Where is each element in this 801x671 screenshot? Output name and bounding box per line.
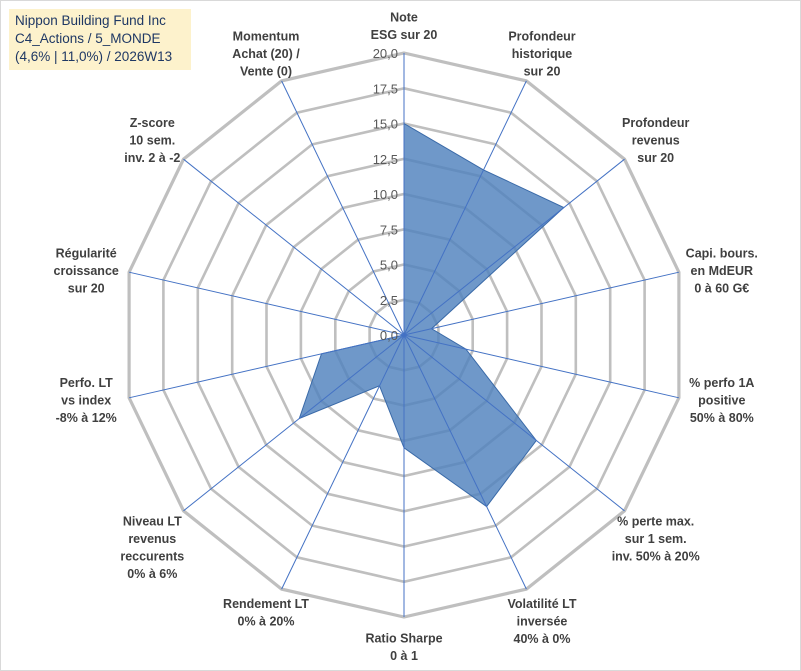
radar-axis-labels: Note ESG sur 20 Profondeur historique sur 20… — [54, 11, 758, 664]
spoke-8 — [281, 334, 405, 590]
spoke-10 — [128, 334, 405, 399]
spoke-3 — [403, 271, 680, 336]
spoke-12 — [183, 158, 405, 336]
spoke-9 — [183, 334, 405, 512]
tick-label-1: 2,5 — [380, 293, 398, 308]
tick-label-8: 20,0 — [373, 46, 398, 61]
axis-label-3: Capi. bours. en MdEUR 0 à 60 G€ — [686, 247, 758, 296]
spoke-4 — [403, 334, 680, 399]
tick-label-2: 5,0 — [380, 258, 398, 273]
spoke-1 — [403, 80, 527, 336]
tick-label-5: 12,5 — [373, 152, 398, 167]
axis-label-5: % perte max. sur 1 sem. inv. 50% à 20% — [612, 514, 700, 563]
axis-label-8: Rendement LT 0% à 20% — [223, 597, 309, 629]
axis-label-0: Note ESG sur 20 — [371, 11, 438, 43]
title-box: Nippon Building Fund Inc C4_Actions / 5_… — [9, 9, 191, 70]
axis-label-1: Profondeur historique sur 20 — [508, 30, 575, 79]
series-area — [298, 122, 565, 508]
spoke-2 — [403, 158, 625, 336]
tick-label-0: 0,0 — [380, 328, 398, 343]
spoke-5 — [403, 334, 625, 512]
axis-label-11: Régularité croissance sur 20 — [54, 247, 119, 296]
radar-spokes — [128, 53, 680, 617]
tick-label-4: 10,0 — [373, 187, 398, 202]
axis-label-6: Volatilité LT inversée 40% à 0% — [508, 597, 577, 646]
spoke-11 — [128, 271, 405, 336]
axis-label-4: % perfo 1A positive 50% à 80% — [689, 376, 754, 425]
axis-label-7: Ratio Sharpe 0 à 1 — [365, 632, 442, 664]
title-company: Nippon Building Fund Inc — [15, 13, 166, 28]
axis-label-9: Niveau LT revenus reccurents 0% à 6% — [120, 514, 184, 581]
spoke-6 — [403, 334, 527, 590]
axis-label-2: Profondeur revenus sur 20 — [622, 116, 689, 165]
title-period: (4,6% | 11,0%) / 2026W13 — [15, 49, 173, 64]
axis-label-10: Perfo. LT vs index -8% à 12% — [56, 376, 117, 425]
spoke-13 — [281, 80, 405, 336]
radar-series — [298, 122, 565, 508]
tick-label-6: 15,0 — [373, 117, 398, 132]
title-category: C4_Actions / 5_MONDE — [15, 31, 161, 46]
axis-label-13: Momentum Achat (20) / Vente (0) — [232, 30, 300, 79]
radar-tick-labels: 0,0 2,5 5,0 7,5 10,0 12,5 15,0 17,5 20,0 — [373, 46, 398, 343]
tick-label-7: 17,5 — [373, 81, 398, 96]
axis-label-12: Z-score 10 sem. inv. 2 à -2 — [124, 116, 180, 165]
tick-label-3: 7,5 — [380, 222, 398, 237]
